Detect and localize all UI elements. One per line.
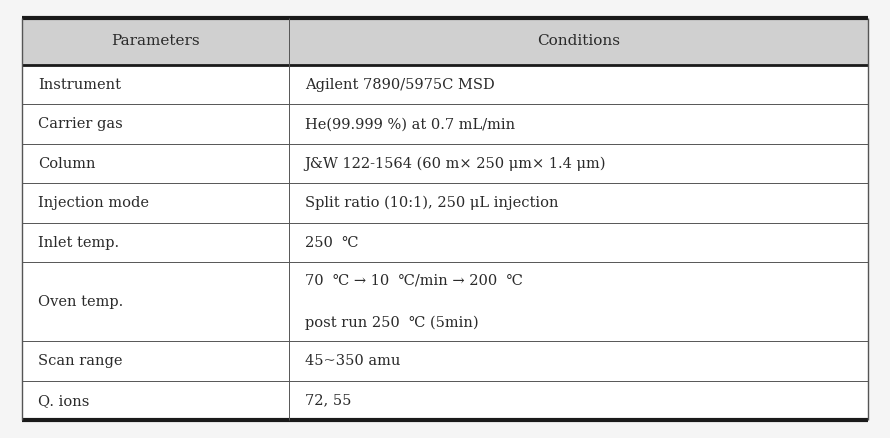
Text: 45~350 amu: 45~350 amu [304, 354, 400, 368]
Text: 250  ℃: 250 ℃ [304, 236, 358, 250]
Text: 70  ℃ → 10  ℃/min → 200  ℃: 70 ℃ → 10 ℃/min → 200 ℃ [304, 274, 522, 288]
Text: J&W 122-1564 (60 m× 250 μm× 1.4 μm): J&W 122-1564 (60 m× 250 μm× 1.4 μm) [304, 156, 606, 171]
Text: 72, 55: 72, 55 [304, 394, 351, 408]
Text: Injection mode: Injection mode [38, 196, 150, 210]
Text: post run 250  ℃ (5min): post run 250 ℃ (5min) [304, 316, 478, 331]
Text: Scan range: Scan range [38, 354, 123, 368]
Text: Split ratio (10:1), 250 μL injection: Split ratio (10:1), 250 μL injection [304, 196, 558, 210]
Bar [22, 18, 868, 65]
Text: Parameters: Parameters [111, 34, 199, 48]
Text: Oven temp.: Oven temp. [38, 295, 124, 309]
Text: Column: Column [38, 157, 96, 171]
Text: Carrier gas: Carrier gas [38, 117, 123, 131]
Text: Instrument: Instrument [38, 78, 121, 92]
Text: He(99.999 %) at 0.7 mL/min: He(99.999 %) at 0.7 mL/min [304, 117, 514, 131]
Text: Inlet temp.: Inlet temp. [38, 236, 119, 250]
Text: Q. ions: Q. ions [38, 394, 90, 408]
Text: Conditions: Conditions [537, 34, 619, 48]
Text: Agilent 7890/5975C MSD: Agilent 7890/5975C MSD [304, 78, 494, 92]
